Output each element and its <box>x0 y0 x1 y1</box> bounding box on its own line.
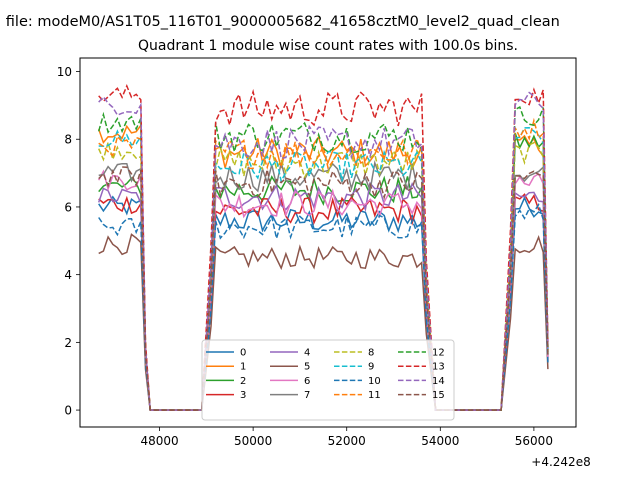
figure-suptitle: n file: modeM0/AS1T05_116T01_9000005682_… <box>0 14 560 30</box>
series-line-10 <box>98 202 549 411</box>
legend-label-10: 10 <box>368 376 381 387</box>
legend-label-12: 12 <box>432 348 445 359</box>
legend-label-9: 9 <box>368 362 374 373</box>
series-line-15 <box>98 166 549 411</box>
chart-title: Quadrant 1 module wise count rates with … <box>138 38 518 54</box>
x-tick-label: 52000 <box>328 434 366 448</box>
legend-label-1: 1 <box>240 362 246 373</box>
y-tick-label: 0 <box>64 404 72 418</box>
legend-label-13: 13 <box>432 362 445 373</box>
y-tick-label: 6 <box>64 200 72 214</box>
legend-box <box>201 339 455 421</box>
legend-label-0: 0 <box>240 348 246 359</box>
legend-label-11: 11 <box>368 390 381 401</box>
y-tick-label: 2 <box>64 336 72 350</box>
x-axis: 48000 50000 52000 54000 56000 <box>140 427 553 448</box>
legend-label-14: 14 <box>432 376 445 387</box>
series-line-14 <box>98 91 549 411</box>
legend-label-6: 6 <box>304 376 310 387</box>
legend-label-3: 3 <box>240 390 246 401</box>
y-tick-label: 4 <box>64 268 72 282</box>
y-tick-label: 8 <box>64 133 72 147</box>
legend-label-7: 7 <box>304 390 310 401</box>
x-tick-label: 50000 <box>234 434 272 448</box>
plot-area <box>97 84 549 411</box>
legend-label-5: 5 <box>304 362 310 373</box>
x-tick-label: 48000 <box>140 434 178 448</box>
x-tick-label: 54000 <box>421 434 459 448</box>
y-tick-label: 10 <box>57 65 72 79</box>
y-axis: 0 2 4 6 8 10 <box>57 65 80 418</box>
legend-label-2: 2 <box>240 376 246 387</box>
x-tick-label: 56000 <box>515 434 553 448</box>
legend-label-8: 8 <box>368 348 374 359</box>
x-offset-label: +4.242e8 <box>531 455 590 469</box>
series-line-13 <box>98 84 549 411</box>
axes-frame <box>79 57 577 428</box>
legend-label-15: 15 <box>432 390 445 401</box>
legend-label-4: 4 <box>304 348 310 359</box>
